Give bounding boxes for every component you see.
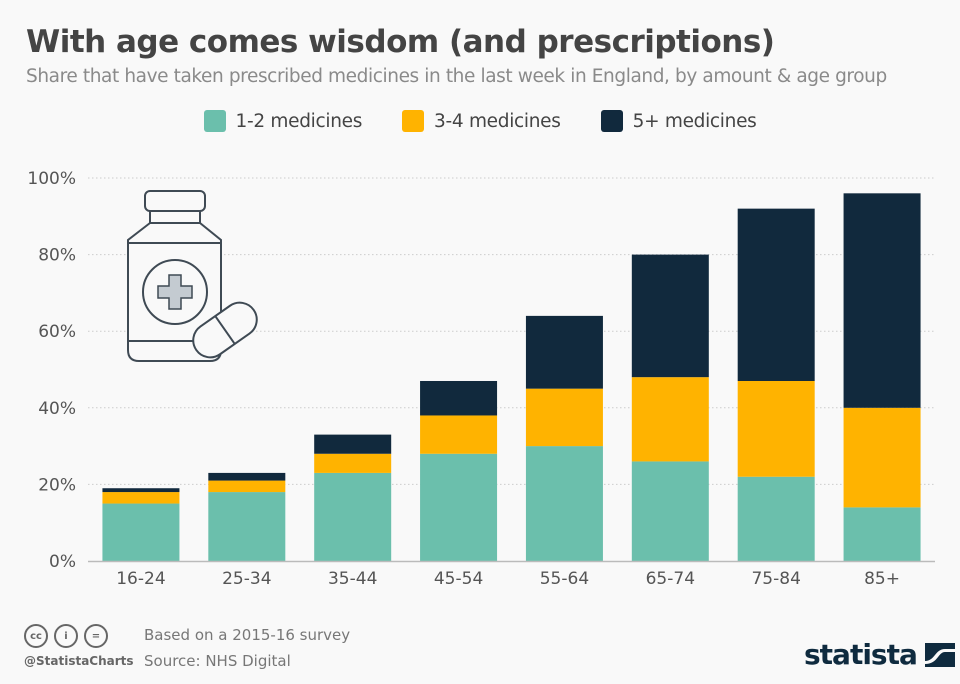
survey-note: Based on a 2015-16 survey <box>144 626 351 644</box>
legend-label: 5+ medicines <box>632 110 757 132</box>
twitter-handle[interactable]: @StatistaCharts <box>24 654 134 668</box>
legend-item-1-2: 1-2 medicines <box>203 110 363 132</box>
bar-segment-45-54-1 <box>420 415 498 454</box>
bar-segment-85+-1 <box>843 407 921 508</box>
bar-segment-75-84-1 <box>737 380 815 477</box>
legend-item-5plus: 5+ medicines <box>600 110 757 132</box>
bar-segment-45-54-2 <box>420 380 498 416</box>
statista-logo[interactable]: statista <box>804 638 955 671</box>
bar-segment-65-74-1 <box>631 377 709 462</box>
bar-segment-65-74-0 <box>631 461 709 561</box>
legend-label: 1-2 medicines <box>235 110 363 132</box>
bar-segment-35-44-0 <box>314 472 392 561</box>
license-icons: cc i = <box>24 624 108 648</box>
bar-segment-16-24-0 <box>102 503 180 561</box>
y-tick-label: 20% <box>38 475 76 495</box>
legend-item-3-4: 3-4 medicines <box>402 110 561 132</box>
bar-segment-75-84-2 <box>737 208 815 381</box>
legend-label: 3-4 medicines <box>434 110 561 132</box>
bar-segment-65-74-2 <box>631 254 709 378</box>
legend-swatch-teal <box>203 110 226 132</box>
no-derivatives-icon: = <box>84 624 108 648</box>
chart-subtitle: Share that have taken prescribed medicin… <box>26 66 887 87</box>
source-note: Source: NHS Digital <box>144 652 291 670</box>
bar-segment-25-34-2 <box>208 472 286 481</box>
attribution-icon: i <box>54 624 78 648</box>
axis-layer: 0% 20% 40% 60% 80% 100% 16-24 25-34 35-44 45-54 55… <box>27 169 935 589</box>
y-tick-label: 100% <box>27 169 76 189</box>
x-tick-label: 55-64 <box>540 569 589 589</box>
cc-icon: cc <box>24 624 48 648</box>
legend: 1-2 medicines 3-4 medicines 5+ medicines <box>0 110 960 132</box>
bar-segment-35-44-2 <box>314 434 392 454</box>
x-tick-label: 16-24 <box>116 569 165 589</box>
statista-logo-icon <box>924 642 955 667</box>
bar-segment-55-64-2 <box>525 315 603 389</box>
bar-segment-75-84-0 <box>737 476 815 561</box>
bar-segment-25-34-0 <box>208 492 286 561</box>
bar-segment-85+-0 <box>843 507 921 561</box>
bar-segment-16-24-1 <box>102 492 180 504</box>
x-tick-label: 65-74 <box>646 569 695 589</box>
x-tick-label: 85+ <box>864 569 900 589</box>
legend-swatch-navy <box>600 110 623 132</box>
bars-layer <box>102 193 921 561</box>
bar-segment-55-64-0 <box>525 446 603 561</box>
bar-segment-35-44-1 <box>314 453 392 473</box>
bar-segment-85+-2 <box>843 193 921 408</box>
x-tick-label: 45-54 <box>434 569 483 589</box>
bar-segment-55-64-1 <box>525 388 603 447</box>
x-tick-label: 35-44 <box>328 569 377 589</box>
pill-bottle-icon <box>127 190 258 362</box>
bar-segment-45-54-0 <box>420 453 498 561</box>
x-tick-label: 75-84 <box>751 569 800 589</box>
bar-segment-25-34-1 <box>208 480 286 493</box>
y-tick-label: 60% <box>38 322 76 342</box>
y-tick-label: 40% <box>38 399 76 419</box>
logo-text: statista <box>804 638 918 671</box>
y-tick-label: 0% <box>49 552 76 572</box>
bar-segment-16-24-2 <box>102 488 180 493</box>
x-tick-label: 25-34 <box>222 569 271 589</box>
stacked-bar-chart: 0% 20% 40% 60% 80% 100% 16-24 25-34 35-44 45-54 55… <box>27 169 935 589</box>
legend-swatch-yellow <box>402 110 425 132</box>
chart-title: With age comes wisdom (and prescriptions… <box>26 24 775 60</box>
y-tick-label: 80% <box>38 246 76 266</box>
